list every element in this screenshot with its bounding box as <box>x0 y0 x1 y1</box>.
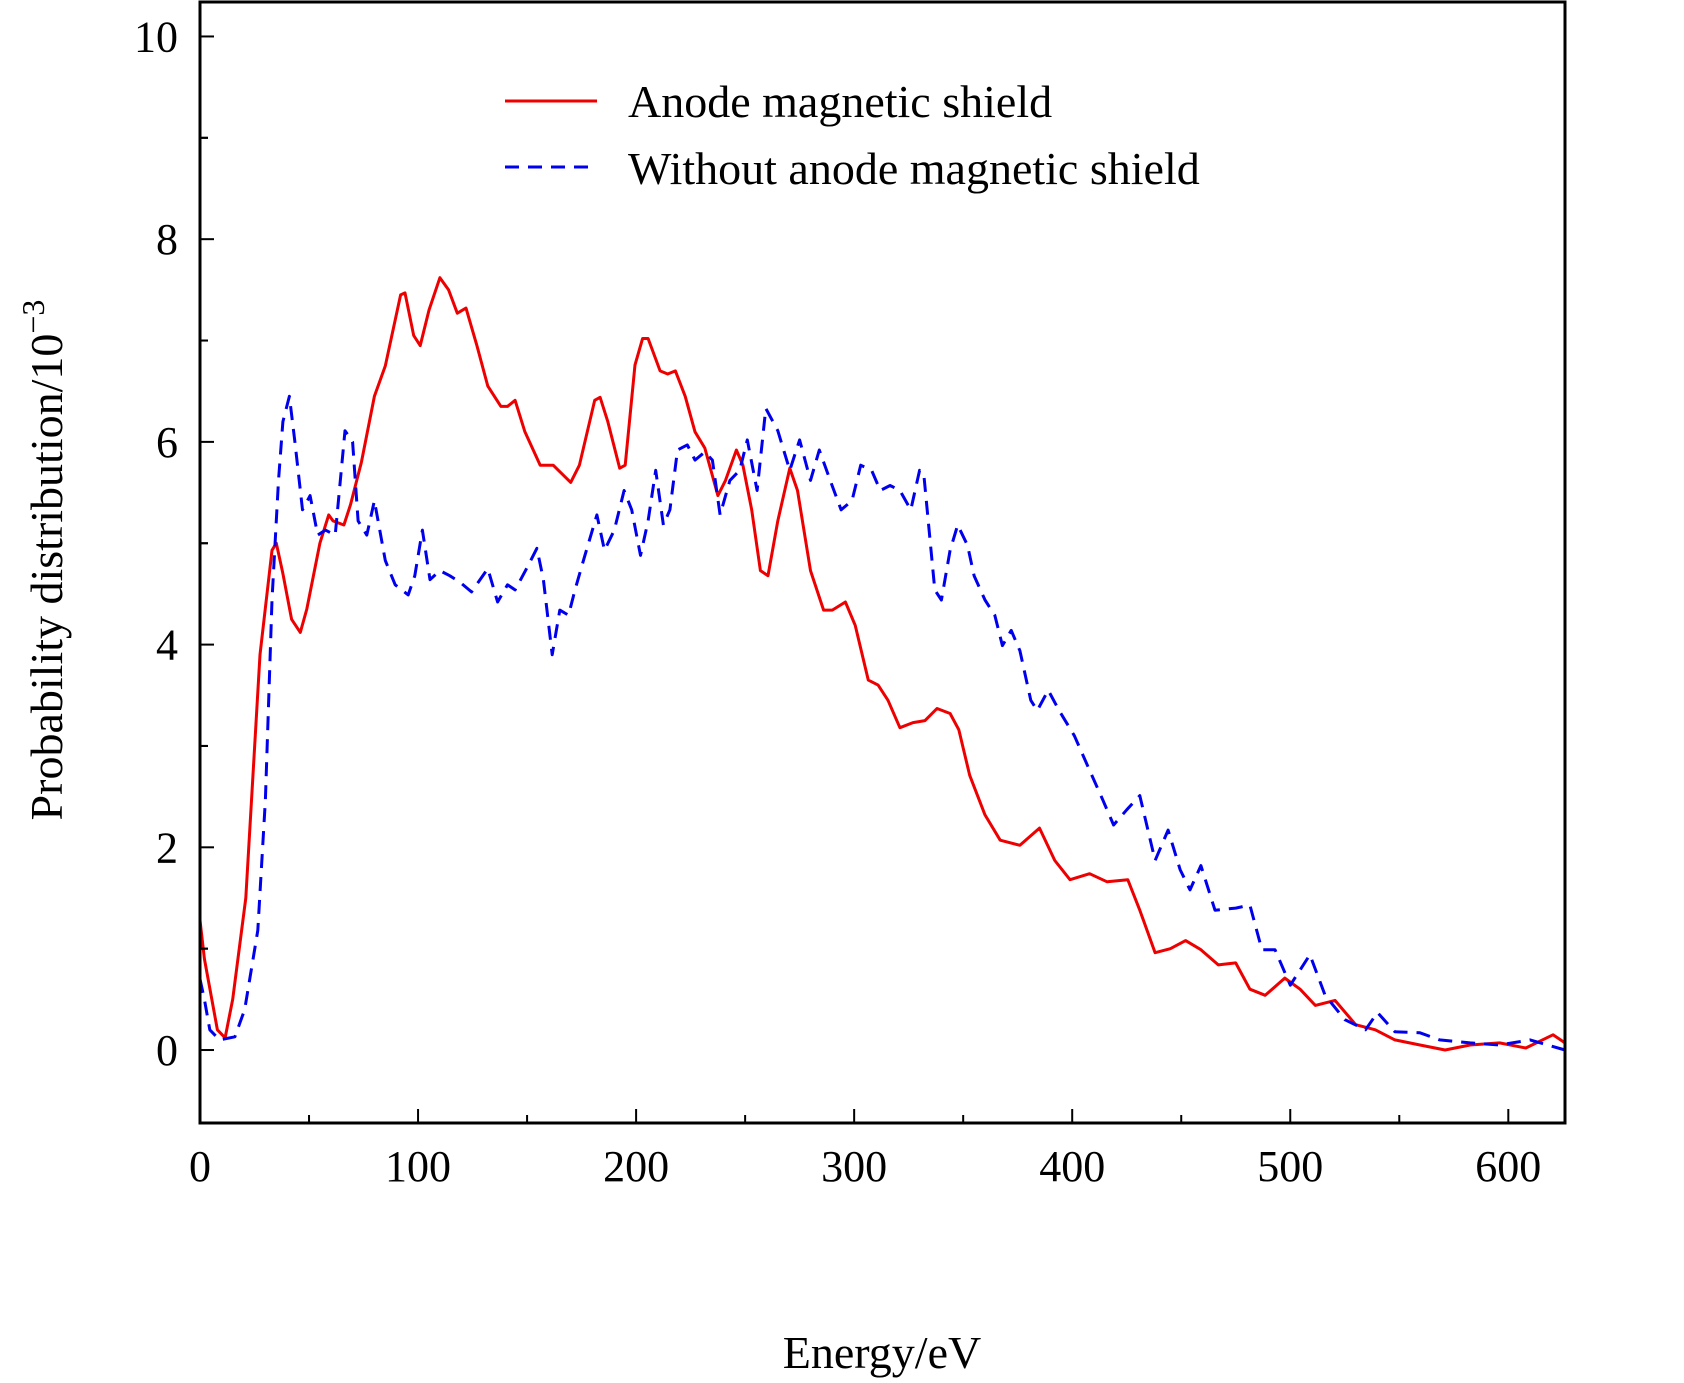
legend-label-anode-shield: Anode magnetic shield <box>628 76 1052 127</box>
x-tick-label: 600 <box>1475 1142 1541 1191</box>
legend-label-without-shield: Without anode magnetic shield <box>628 143 1200 194</box>
legend: Anode magnetic shield Without anode magn… <box>505 76 1200 194</box>
y-tick-label: 2 <box>156 823 178 872</box>
y-axis-label-exponent: −3 <box>15 300 51 334</box>
plot-frame <box>198 0 1567 1125</box>
y-tick-label: 4 <box>156 621 178 670</box>
x-tick-label: 100 <box>385 1142 451 1191</box>
y-axis-label: Probability distribution/10−3 <box>15 300 72 821</box>
y-axis-label-text: Probability distribution/10 <box>21 334 72 821</box>
x-tick-label: 500 <box>1257 1142 1323 1191</box>
y-tick-label: 6 <box>156 418 178 467</box>
x-tick-label: 0 <box>189 1142 211 1191</box>
y-tick-label: 0 <box>156 1026 178 1075</box>
y-tick-label: 10 <box>134 12 178 61</box>
plot-area <box>198 276 1566 1052</box>
y-tick-label: 8 <box>156 215 178 264</box>
x-tick-label: 300 <box>821 1142 887 1191</box>
axes-ticks: 0 100 200 300 400 500 600 0 2 4 6 8 10 <box>134 12 1541 1191</box>
x-axis-label: Energy/eV <box>783 1327 981 1378</box>
x-tick-label: 200 <box>603 1142 669 1191</box>
series-line-anode-shield <box>198 276 1566 1052</box>
series-line-without-shield <box>198 394 1566 1052</box>
x-tick-label: 400 <box>1039 1142 1105 1191</box>
